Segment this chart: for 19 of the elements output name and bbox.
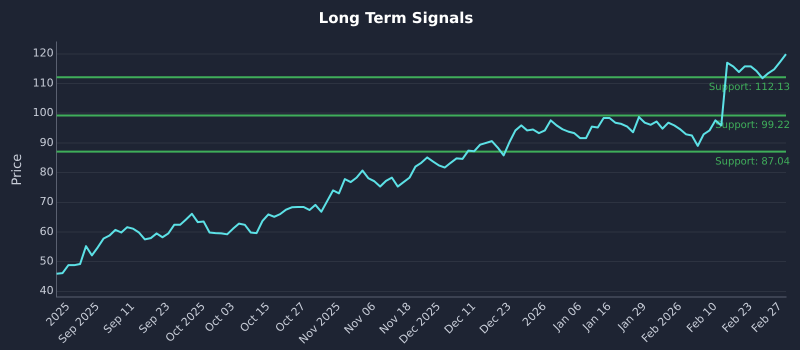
y-tick-label: 90 (40, 136, 54, 149)
y-tick-label: 100 (32, 106, 54, 120)
x-tick-label: Dec 11 (442, 300, 478, 336)
ref-line-label: Support: 87.04 (715, 156, 790, 168)
y-tick-label: 50 (40, 254, 54, 268)
y-tick-label: 120 (32, 46, 54, 60)
x-tick-label: Sep 11 (100, 300, 138, 336)
y-axis-title: Price (10, 154, 26, 186)
y-tick-label: 110 (32, 76, 54, 90)
y-tick-label: 70 (40, 195, 54, 208)
y-tick-label: 80 (40, 165, 54, 178)
x-tick-label: Feb 10 (684, 300, 720, 336)
x-tick-label: Oct 15 (237, 300, 272, 335)
y-tick-label: 40 (40, 284, 54, 298)
x-tick-label: Nov 06 (342, 300, 378, 337)
x-tick-label: Dec 23 (477, 300, 514, 336)
ref-line-label: Support: 99.22 (715, 120, 790, 132)
chart-title: Long Term Signals (318, 8, 474, 27)
y-tick-label: 60 (40, 224, 54, 238)
